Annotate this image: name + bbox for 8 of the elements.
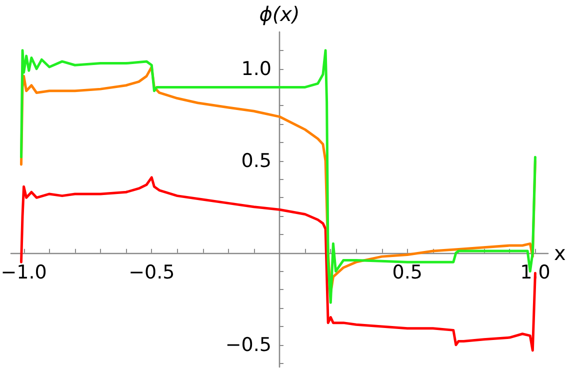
y-tick-label: 1.0 xyxy=(241,58,272,80)
x-tick-label: −0.5 xyxy=(128,261,175,284)
y-tick-label: 0.5 xyxy=(241,150,272,172)
x-tick-label: 0.5 xyxy=(392,261,422,284)
y-tick-label: −0.5 xyxy=(225,334,272,356)
x-tick-label: −1.0 xyxy=(0,261,47,284)
x-axis-title: x xyxy=(554,240,566,265)
y-axis-title: ϕ(x) xyxy=(259,2,300,26)
